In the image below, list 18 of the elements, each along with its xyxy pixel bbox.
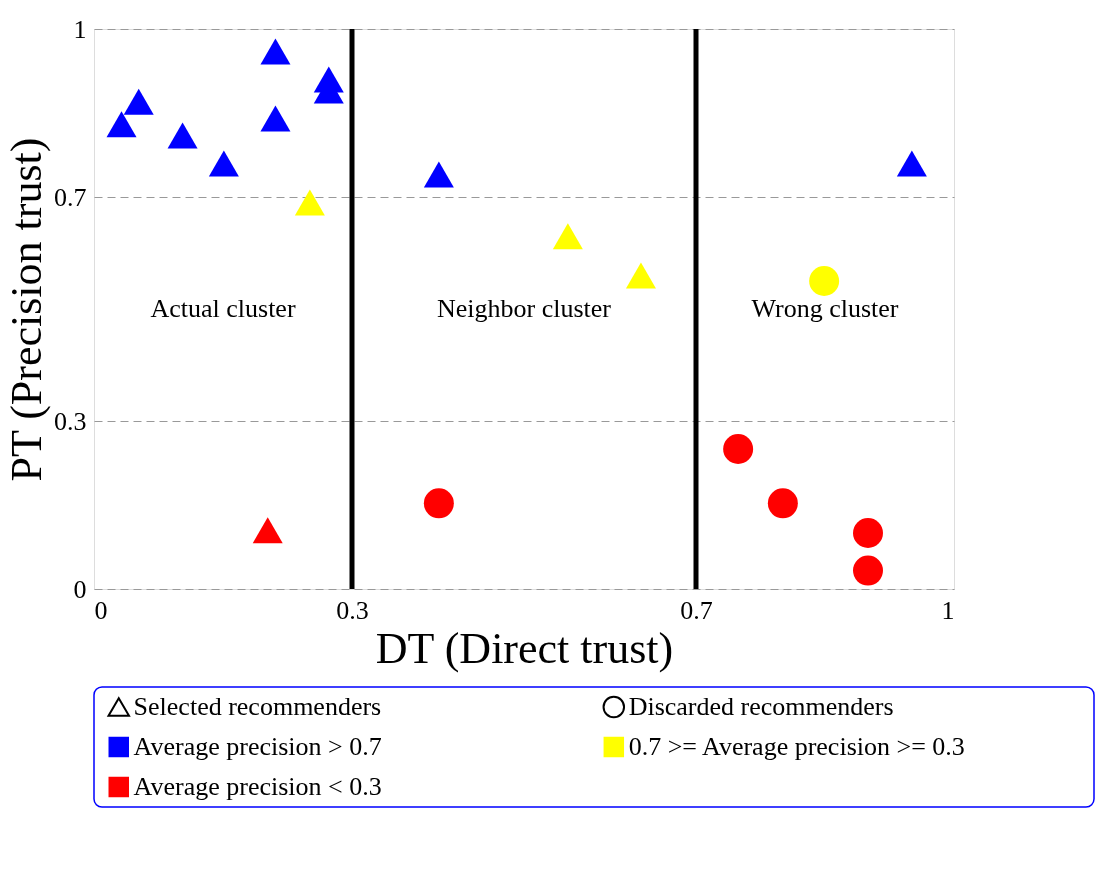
x-axis-title: DT (Direct trust) xyxy=(375,623,674,673)
x-tick-label: 0 xyxy=(94,595,108,625)
text: Selected recommenders xyxy=(133,692,382,721)
x-tick-label: 0.7 xyxy=(680,595,713,625)
y-tick-label: 1 xyxy=(73,14,87,44)
legend-label: Average precision < 0.3 xyxy=(133,772,382,801)
x-tick-label: 0.3 xyxy=(336,595,369,625)
annotation: Wrong cluster xyxy=(751,294,899,323)
text: Discarded recommenders xyxy=(628,692,894,721)
annotation: Neighbor cluster xyxy=(436,294,612,323)
legend-label: 0.7 >= Average precision >= 0.3 xyxy=(628,732,965,761)
y-tick-label: 0 xyxy=(73,574,87,604)
legend-label: Average precision > 0.7 xyxy=(133,732,382,761)
annotation: Actual cluster xyxy=(150,294,296,323)
y-tick-label: 0.7 xyxy=(54,182,87,212)
y-tick-label: 0.3 xyxy=(54,406,87,436)
y-axis-title: PT (Precision trust) xyxy=(2,137,51,482)
x-tick-label: 1 xyxy=(941,595,955,625)
